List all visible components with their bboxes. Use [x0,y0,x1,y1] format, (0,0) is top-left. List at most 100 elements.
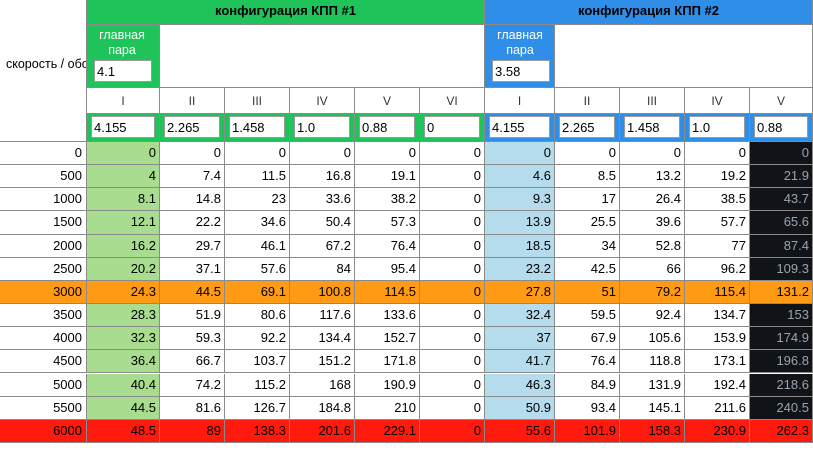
speed-value-cell: 171.8 [355,350,420,374]
gear-label-V: V [750,88,813,114]
gear-label-IV: IV [685,88,750,114]
speed-value-cell: 19.2 [685,165,750,189]
rpm-cell: 1500 [0,211,87,235]
speed-value-cell: 9.3 [485,188,555,212]
speed-value-cell: 145.1 [620,396,685,420]
gear-label-III: III [225,88,290,114]
gear-ratio-input[interactable] [164,116,220,138]
gear-ratio-input[interactable] [91,116,155,138]
speed-value-cell: 0 [620,142,685,166]
speed-value-cell: 190.9 [355,373,420,397]
speed-value-cell: 93.4 [555,396,620,420]
main-pair-input[interactable] [492,60,550,82]
speed-value-cell: 0 [420,142,485,166]
speed-value-cell: 57.3 [355,211,420,235]
gear-ratio-cell [555,114,620,142]
speed-value-cell: 20.2 [87,257,160,281]
speed-value-cell: 81.6 [160,396,225,420]
gear-ratio-cell [685,114,750,142]
gear-ratio-cell [620,114,685,142]
rpm-cell: 2000 [0,234,87,258]
speed-value-cell: 105.6 [620,327,685,351]
speed-value-cell: 29.7 [160,234,225,258]
speed-value-cell: 0 [555,142,620,166]
speed-value-cell: 76.4 [355,234,420,258]
gear-ratio-input[interactable] [229,116,285,138]
speed-value-cell: 0 [485,142,555,166]
rpm-cell: 0 [0,142,87,166]
gear-ratio-input[interactable] [294,116,350,138]
gear-ratio-input[interactable] [424,116,480,138]
speed-value-cell: 50.4 [290,211,355,235]
speed-value-cell: 0 [420,350,485,374]
speed-value-cell: 59.3 [160,327,225,351]
gear-ratio-input[interactable] [624,116,680,138]
speed-value-cell: 218.6 [750,373,813,397]
gear-ratio-input[interactable] [754,116,808,138]
speed-value-cell: 16.8 [290,165,355,189]
config-2-title: конфигурация КПП #2 [485,0,813,25]
gear-label-I: I [87,88,160,114]
gear-ratio-input[interactable] [559,116,615,138]
speed-value-cell: 28.3 [87,304,160,328]
speed-value-cell: 138.3 [225,419,290,443]
speed-value-cell: 131.2 [750,280,813,305]
main-pair-input[interactable] [94,60,152,82]
speed-value-cell: 26.4 [620,188,685,212]
config-1-blank [160,25,485,88]
speed-value-cell: 201.6 [290,419,355,443]
speed-value-cell: 210 [355,396,420,420]
speed-value-cell: 39.6 [620,211,685,235]
speed-value-cell: 65.6 [750,211,813,235]
speed-value-cell: 0 [420,304,485,328]
speed-value-cell: 57.7 [685,211,750,235]
gear-label-I: I [485,88,555,114]
speed-value-cell: 41.7 [485,350,555,374]
rpm-cell: 3000 [0,280,87,305]
speed-value-cell: 46.3 [485,373,555,397]
gear-ratio-input[interactable] [489,116,550,138]
speed-value-cell: 36.4 [87,350,160,374]
gear-ratio-input[interactable] [689,116,745,138]
speed-value-cell: 158.3 [620,419,685,443]
speed-value-cell: 134.7 [685,304,750,328]
config-2-main-pair: главная пара [485,25,555,88]
speed-value-cell: 13.2 [620,165,685,189]
speed-value-cell: 153 [750,304,813,328]
speed-value-cell: 12.1 [87,211,160,235]
gear-label-II: II [555,88,620,114]
speed-value-cell: 100.8 [290,280,355,305]
gear-label-IV: IV [290,88,355,114]
speed-value-cell: 184.8 [290,396,355,420]
speed-value-cell: 34.6 [225,211,290,235]
speed-value-cell: 67.2 [290,234,355,258]
speed-value-cell: 0 [355,142,420,166]
gear-ratio-cell [750,114,813,142]
speed-value-cell: 44.5 [87,396,160,420]
speed-value-cell: 192.4 [685,373,750,397]
speed-value-cell: 84.9 [555,373,620,397]
speed-value-cell: 173.1 [685,350,750,374]
rpm-cell: 4000 [0,327,87,351]
speed-value-cell: 96.2 [685,257,750,281]
speed-value-cell: 168 [290,373,355,397]
rpm-cell: 1000 [0,188,87,212]
gear-ratio-input[interactable] [359,116,415,138]
rpm-cell: 5000 [0,373,87,397]
rpm-cell: 5500 [0,396,87,420]
speed-value-cell: 114.5 [355,280,420,305]
speed-value-cell: 11.5 [225,165,290,189]
speed-value-cell: 25.5 [555,211,620,235]
gear-ratio-cell [355,114,420,142]
speed-value-cell: 92.2 [225,327,290,351]
speed-value-cell: 8.5 [555,165,620,189]
speed-value-cell: 40.4 [87,373,160,397]
speed-value-cell: 77 [685,234,750,258]
speed-value-cell: 59.5 [555,304,620,328]
speed-value-cell: 0 [420,165,485,189]
speed-value-cell: 131.9 [620,373,685,397]
gear-ratio-cell [87,114,160,142]
speed-value-cell: 17 [555,188,620,212]
speed-value-cell: 134.4 [290,327,355,351]
speed-value-cell: 118.8 [620,350,685,374]
